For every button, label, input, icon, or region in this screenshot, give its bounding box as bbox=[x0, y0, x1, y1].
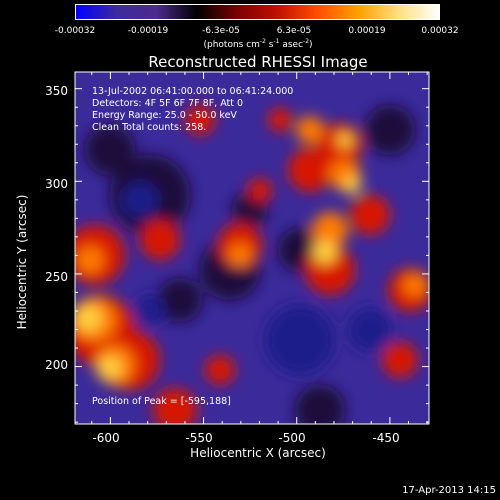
axis-ticks bbox=[75, 72, 429, 424]
y-axis-label: Heliocentric Y (arcsec) bbox=[15, 194, 29, 330]
x-tick-label: -500 bbox=[278, 431, 306, 445]
emission-blob bbox=[313, 240, 337, 264]
x-axis-label: Heliocentric X (arcsec) bbox=[190, 446, 326, 460]
emission-blob bbox=[75, 304, 102, 332]
colorbar-tick: 0.00019 bbox=[348, 26, 386, 36]
timestamp: 17-Apr-2013 14:15 bbox=[402, 485, 496, 496]
emission-blob bbox=[140, 220, 180, 260]
colorbar bbox=[75, 4, 440, 20]
colorbar-tick: -6.3e-05 bbox=[202, 26, 240, 36]
y-tick-label: 200 bbox=[45, 358, 68, 372]
emission-blob bbox=[248, 178, 272, 202]
y-tick-label: 250 bbox=[45, 270, 68, 284]
emission-blob bbox=[268, 108, 292, 132]
emission-blob bbox=[288, 148, 332, 192]
emission-blob bbox=[403, 273, 427, 297]
colorbar-tick: -0.00019 bbox=[127, 26, 169, 36]
emission-blob bbox=[158, 278, 202, 322]
emission-blob bbox=[365, 105, 415, 155]
emission-blob bbox=[348, 308, 392, 352]
emission-blob bbox=[122, 182, 158, 218]
emission-blob bbox=[343, 176, 361, 194]
emission-blob bbox=[205, 355, 235, 385]
emission-blob bbox=[337, 132, 353, 148]
emission-blob bbox=[312, 212, 348, 248]
emission-blob bbox=[135, 295, 165, 325]
colorbar-tick: 0.00032 bbox=[421, 26, 459, 36]
annotation-time: 13-Jul-2002 06:41:00.000 to 06:41:24.000 bbox=[92, 86, 294, 97]
emission-blob bbox=[295, 385, 345, 424]
emission-blob bbox=[185, 105, 215, 135]
annotation-energy: Energy Range: 25.0 - 50.0 keV bbox=[92, 110, 237, 121]
emission-blob bbox=[98, 356, 122, 380]
emission-blob bbox=[350, 195, 390, 235]
annotation-detectors: Detectors: 4F 5F 6F 7F 8F, Att 0 bbox=[92, 98, 244, 109]
emission-blob bbox=[382, 342, 418, 378]
colorbar-tick: 6.3e-05 bbox=[276, 26, 312, 36]
emission-blob bbox=[228, 243, 252, 267]
emission-blob bbox=[153, 388, 197, 424]
y-tick-label: 350 bbox=[45, 84, 68, 98]
colorbar-unit: (photons cm-2 s-1 asec-2) bbox=[203, 38, 313, 50]
emission-blob bbox=[296, 116, 324, 144]
emission-blob bbox=[85, 125, 135, 175]
emission-blobs bbox=[75, 105, 429, 424]
emission-blob bbox=[265, 305, 335, 375]
plot-frame bbox=[74, 71, 430, 425]
x-tick-label: -600 bbox=[92, 431, 120, 445]
y-tick-label: 300 bbox=[45, 177, 68, 191]
annotation-peak: Position of Peak = [-595,188] bbox=[92, 396, 231, 407]
plot-title: Reconstructed RHESSI Image bbox=[148, 53, 368, 71]
x-tick-label: -550 bbox=[185, 431, 213, 445]
emission-blob bbox=[76, 246, 104, 274]
colorbar-tick: -0.00032 bbox=[54, 26, 96, 36]
x-tick-label: -450 bbox=[372, 431, 400, 445]
annotation-clean: Clean Total counts: 258. bbox=[92, 122, 207, 133]
